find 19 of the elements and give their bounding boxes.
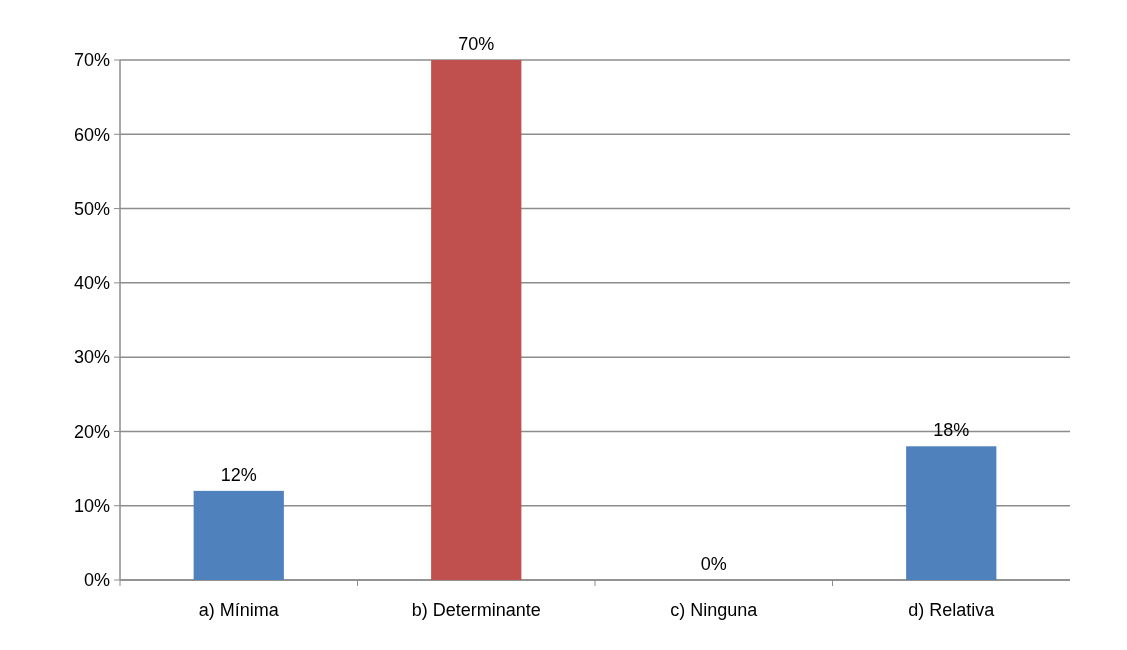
y-tick-label: 30% [73,347,110,368]
data-label: 18% [933,420,970,441]
y-tick-label: 60% [73,124,110,145]
x-tick-label: b) Determinante [411,600,541,620]
bar [431,60,522,580]
y-tick-label: 70% [73,50,110,71]
y-tick-label: 10% [73,496,110,517]
y-tick-label: 40% [73,273,110,294]
bar [193,490,284,580]
y-tick-label: 0% [83,570,110,591]
x-tick-label: d) Relativa [908,600,996,620]
data-label: 0% [700,554,727,574]
bar [906,446,997,580]
y-tick-label: 20% [73,421,110,442]
data-label: 12% [220,464,257,485]
y-tick-label: 50% [73,198,110,219]
x-tick-label: c) Ninguna [670,600,759,620]
data-label: 70% [458,34,495,54]
x-tick-label: a) Mínima [198,600,280,620]
